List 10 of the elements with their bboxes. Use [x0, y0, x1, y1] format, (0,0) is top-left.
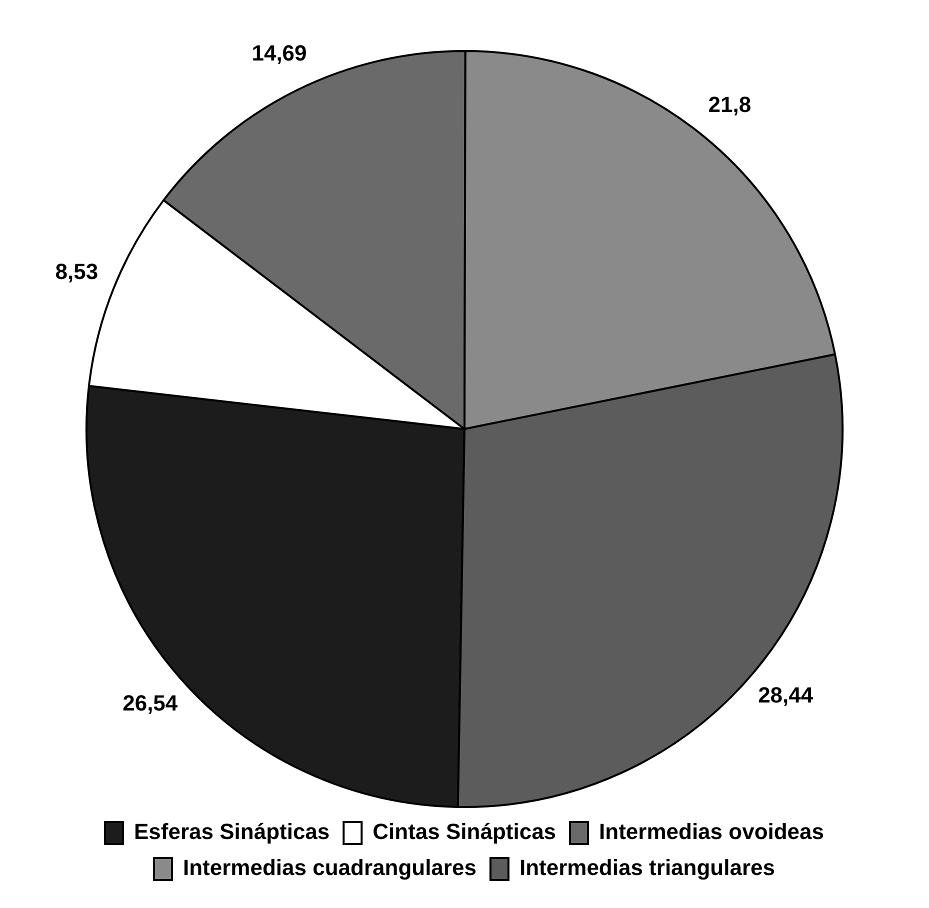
data-label: 28,44 — [758, 682, 814, 708]
data-label: 8,53 — [55, 259, 98, 284]
legend-label: Intermedias ovoideas — [599, 819, 824, 844]
legend-label: Intermedias triangulares — [519, 855, 775, 880]
data-label: 21,8 — [708, 92, 752, 117]
data-label: 26,54 — [122, 690, 178, 716]
legend-label: Esferas Sinápticas — [134, 819, 330, 844]
legend-label: Cintas Sinápticas — [372, 819, 556, 844]
data-label: 14,69 — [252, 40, 307, 66]
legend-label: Intermedias cuadrangulares — [183, 855, 476, 880]
